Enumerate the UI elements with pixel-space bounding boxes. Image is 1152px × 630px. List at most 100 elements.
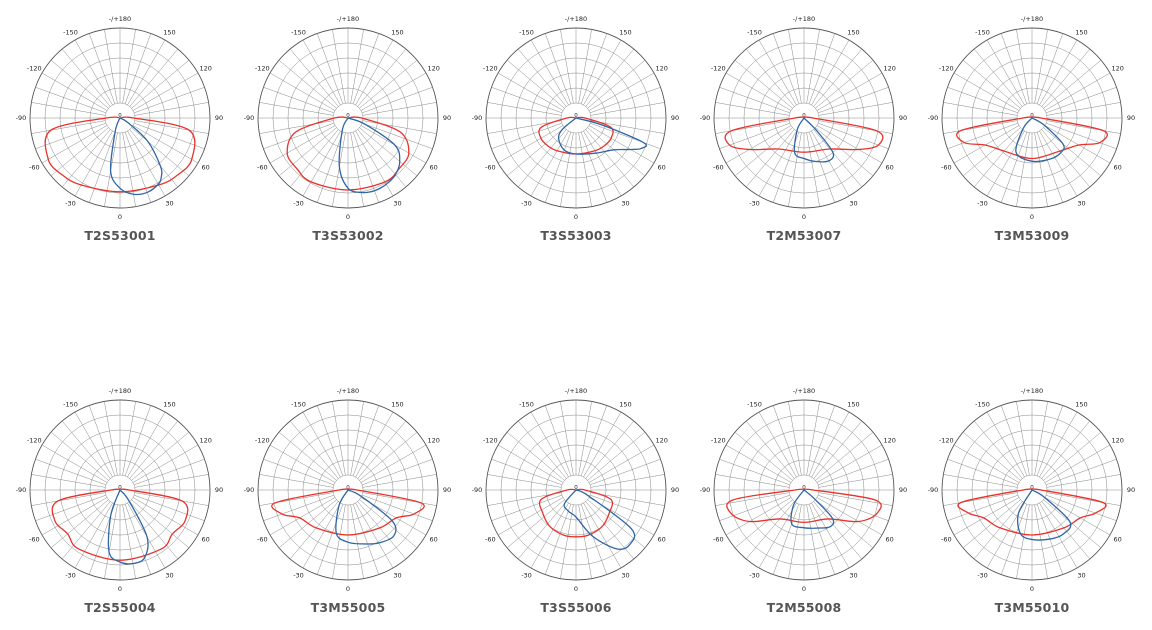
grid-spoke [560,132,574,207]
grid-spoke [124,504,152,575]
grid-spoke [818,458,889,486]
grid-spoke [715,102,790,116]
grid-spoke [316,132,344,203]
angle-label: -120 [711,437,726,445]
grid-spoke [530,130,569,197]
grid-spoke [578,29,592,104]
grid-spoke [31,492,106,506]
grid-spoke [806,504,820,579]
grid-spoke [580,132,608,203]
grid-spoke [590,120,665,134]
angle-label: 90 [671,114,679,122]
grid-spoke [986,411,1025,478]
angle-label: 60 [202,536,210,544]
grid-spoke [1016,132,1030,207]
angle-label: -30 [749,572,760,580]
grid-spoke [359,127,418,177]
grid-spoke [815,127,874,177]
grid-spoke [734,59,793,109]
origin-label: 0 [802,113,806,119]
grid-spoke [816,72,883,111]
angle-label: -60 [941,536,952,544]
grid-spoke [719,86,790,114]
polar-plot: -/+180 150 120 90 60 30 0 -30 -60 -90 -120 -150 0 [244,15,451,221]
angle-label: 60 [1114,164,1122,172]
grid-spoke [134,122,205,150]
grid-spoke [725,444,792,483]
angle-label: -90 [16,486,27,494]
angle-label: 0 [346,585,350,593]
origin-label: 0 [1030,485,1034,491]
grid-spoke [962,431,1021,481]
angle-label: -120 [27,437,42,445]
grid-spoke [811,411,850,478]
polar-chart: -/+180 150 120 90 60 30 0 -30 -60 -90 -120 -150 0 T3M… [922,380,1142,630]
grid-spoke [332,29,346,104]
grid-spoke [316,504,344,575]
grid-spoke [35,122,106,150]
grid-spoke [1000,405,1028,476]
grid-spoke [587,127,646,177]
grid-spoke [134,120,209,134]
grid-spoke [127,39,166,106]
angle-label: -60 [485,164,496,172]
grid-spoke [1041,48,1091,107]
angle-label: 150 [391,28,403,36]
angle-label: 30 [165,572,173,580]
angle-label: -60 [713,536,724,544]
polar-plot: -/+180 150 120 90 60 30 0 -30 -60 -90 -120 -150 0 [16,387,223,593]
grid-spoke [1034,132,1048,207]
chart-title: T3S53003 [540,228,612,243]
grid-spoke [1034,29,1048,104]
grid-spoke [818,494,889,522]
grid-spoke [316,33,344,104]
grid-spoke [360,72,427,111]
angle-label: -30 [521,572,532,580]
grid-spoke [357,420,407,479]
grid-spoke [350,132,364,207]
grid-spoke [758,411,797,478]
chart-title: T2S53001 [84,228,156,243]
grid-spoke [818,86,889,114]
series-curve-blue [1016,489,1072,541]
angle-label: -30 [65,200,76,208]
grid-spoke [1044,125,1111,164]
polar-chart: -/+180 150 120 90 60 30 0 -30 -60 -90 -120 -150 0 T3S… [466,380,686,630]
grid-spoke [1039,411,1078,478]
grid-spoke [278,127,337,177]
grid-spoke [131,127,190,177]
grid-spoke [1000,132,1028,203]
angle-label: 0 [802,585,806,593]
series-curve-blue [557,117,647,155]
grid-spoke [1046,492,1121,506]
grid-spoke [806,29,820,104]
grid-spoke [122,29,136,104]
grid-spoke [35,86,106,114]
grid-spoke [129,48,179,107]
grid-spoke [127,411,166,478]
polar-chart: -/+180 150 120 90 60 30 0 -30 -60 -90 -120 -150 0 T3M… [238,380,458,630]
angle-label: -30 [293,200,304,208]
angle-label: -150 [291,400,306,408]
grid-spoke [560,504,574,579]
polar-plot: -/+180 150 120 90 60 30 0 -30 -60 -90 -120 -150 0 [700,15,907,221]
origin-label: 0 [118,113,122,119]
grid-spoke [491,122,562,150]
grid-spoke [788,132,802,207]
grid-spoke [316,405,344,476]
grid-spoke [497,444,564,483]
grid-spoke [132,125,199,164]
grid-spoke [360,444,427,483]
series-curve-blue [335,489,397,545]
angle-label: 60 [202,164,210,172]
grid-spoke [289,501,339,560]
grid-spoke [530,411,569,478]
grid-spoke [355,39,394,106]
grid-spoke [1044,72,1111,111]
grid-spoke [758,502,797,569]
angle-label: 0 [1030,585,1034,593]
grid-spoke [813,420,863,479]
angle-label: 120 [427,65,439,73]
grid-spoke [134,474,209,488]
grid-spoke [332,132,346,207]
